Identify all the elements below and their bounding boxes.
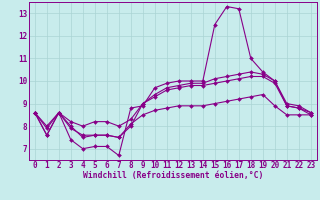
X-axis label: Windchill (Refroidissement éolien,°C): Windchill (Refroidissement éolien,°C) xyxy=(83,171,263,180)
